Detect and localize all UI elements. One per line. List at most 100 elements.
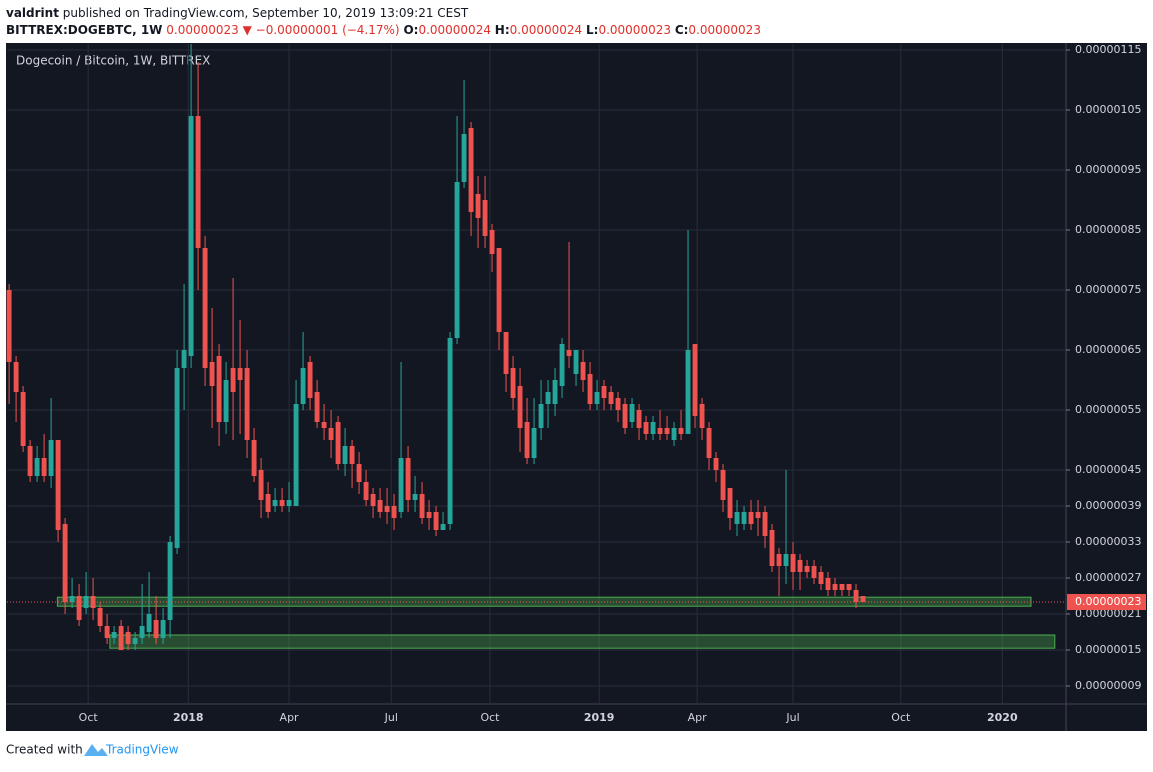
y-tick-label: 0.00000115 [1075, 43, 1141, 56]
candle-body [300, 368, 306, 404]
y-tick-label: 0.00000075 [1075, 283, 1141, 296]
candle-body [832, 584, 838, 590]
candle-body [741, 512, 747, 524]
candle-body [601, 386, 607, 398]
last: 0.00000023 [166, 23, 239, 37]
candle-body [188, 116, 194, 356]
candle-body [566, 350, 572, 356]
candle-body [118, 626, 124, 650]
candle-body [622, 404, 628, 428]
footer-text: Created with [6, 743, 83, 757]
candle-body [678, 428, 684, 434]
ohlc-label: C: [675, 23, 689, 37]
candle-body [265, 494, 271, 512]
candle-body [356, 464, 362, 482]
candle-body [69, 596, 75, 602]
candle-body [510, 368, 516, 398]
candle-body [286, 500, 292, 506]
candle-body [405, 458, 411, 500]
footer-brand[interactable]: TradingView [105, 743, 179, 757]
candle-body [496, 248, 502, 332]
symbol: BITTREX:DOGEBTC, 1W [6, 23, 162, 37]
candle-body [272, 500, 278, 506]
x-tick-label: Oct [79, 711, 99, 724]
candle-body [594, 392, 600, 404]
candle-body [433, 512, 439, 530]
candle-body [650, 422, 656, 434]
candle-body [370, 494, 376, 506]
candle-body [349, 446, 355, 464]
candle-body [713, 458, 719, 470]
candle-body [734, 512, 740, 524]
candle-body [391, 506, 397, 518]
symbol-line: BITTREX:DOGEBTC, 1W 0.00000023 ▼ −0.0000… [6, 23, 761, 37]
author: valdrint [6, 6, 59, 20]
candle-body [657, 428, 663, 434]
candle-body [342, 446, 348, 464]
candle-body [706, 428, 712, 458]
candle-body [454, 182, 460, 338]
candle-body [125, 632, 131, 644]
candle-body [335, 422, 341, 464]
candle-body [475, 194, 481, 218]
candle-body [692, 344, 698, 416]
candle-body [776, 554, 782, 566]
candle-body [104, 626, 110, 638]
candle-body [181, 350, 187, 368]
candle-body [195, 116, 201, 248]
chart-title: Dogecoin / Bitcoin, 1W, BITTREX [16, 54, 210, 68]
candle-body [279, 500, 285, 506]
candle-body [755, 512, 761, 518]
candle-body [573, 350, 579, 374]
header-line: valdrint published on TradingView.com, S… [6, 6, 469, 20]
candle-body [461, 134, 467, 182]
candle-body [559, 344, 565, 386]
candle-body [524, 422, 530, 458]
x-tick-label: Oct [480, 711, 500, 724]
logo [84, 744, 108, 756]
candle-body [790, 554, 796, 572]
y-tick-label: 0.00000095 [1075, 163, 1141, 176]
candle-body [223, 380, 229, 422]
candle-body [699, 404, 705, 428]
x-tick-label: Jul [785, 711, 799, 724]
candle-body [811, 566, 817, 578]
candle-body [314, 392, 320, 422]
candle-body [468, 128, 474, 212]
x-tick-label: 2018 [173, 711, 204, 724]
candle-body [293, 404, 299, 506]
ohlc-value: 0.00000024 [418, 23, 491, 37]
ohlc-value: 0.00000023 [688, 23, 761, 37]
candle-body [853, 590, 859, 602]
candle-body [13, 362, 19, 392]
candle-body [769, 530, 775, 566]
support-zone [109, 634, 1056, 649]
ohlc-value: 0.00000024 [510, 23, 583, 37]
candle-body [62, 524, 68, 602]
candle-body [482, 200, 488, 236]
candle-body [41, 458, 47, 476]
candle-body [426, 512, 432, 518]
candle-body [636, 410, 642, 428]
candle-body [629, 404, 635, 422]
candle-body [153, 620, 159, 638]
candle-body [531, 428, 537, 458]
candle-body [48, 440, 54, 476]
y-tick-label: 0.00000085 [1075, 223, 1141, 236]
candle-body [552, 380, 558, 404]
price-label: 0.00000023 [1075, 595, 1141, 608]
x-tick-label: Oct [891, 711, 911, 724]
candle-body [167, 542, 173, 620]
candle-body [643, 422, 649, 434]
y-tick-label: 0.00000033 [1075, 535, 1141, 548]
y-tick-label: 0.00000039 [1075, 499, 1141, 512]
candle-body [545, 392, 551, 404]
candle-body [27, 446, 33, 476]
y-tick-label: 0.00000055 [1075, 403, 1141, 416]
candle-body [209, 362, 215, 386]
x-tick-label: 2019 [584, 711, 615, 724]
candle-body [363, 482, 369, 500]
candle-body [608, 392, 614, 404]
